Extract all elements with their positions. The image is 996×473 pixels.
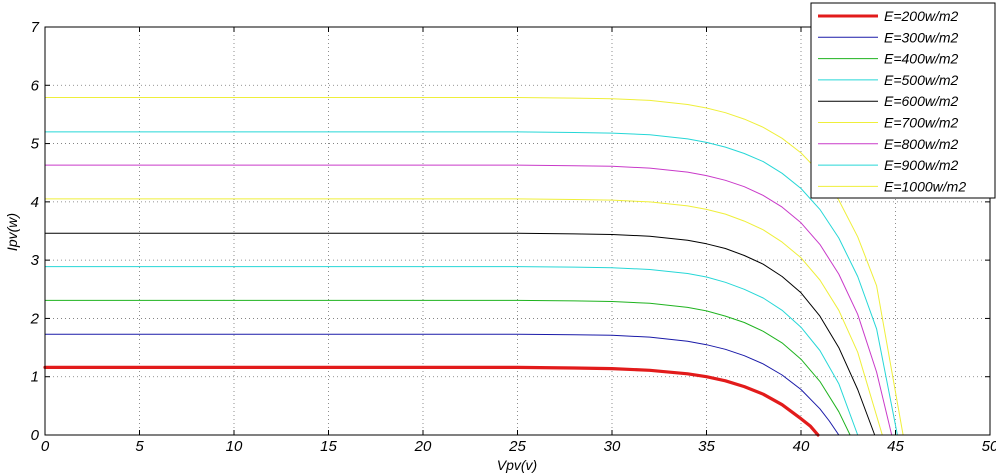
series-line-7 bbox=[44, 164, 893, 436]
series-line-2 bbox=[44, 333, 840, 436]
series-line-6 bbox=[44, 198, 883, 436]
y-tick-label: 5 bbox=[31, 136, 40, 153]
y-tick-label: 2 bbox=[30, 310, 40, 327]
series-line-4 bbox=[44, 266, 859, 436]
legend-label: E=300w/m2 bbox=[884, 29, 959, 45]
series-line-8 bbox=[44, 131, 898, 436]
y-tick-label: 1 bbox=[31, 369, 39, 386]
x-tick-label: 30 bbox=[604, 438, 621, 455]
legend-label: E=800w/m2 bbox=[884, 136, 959, 152]
y-tick-label: 6 bbox=[31, 77, 40, 94]
y-tick-label: 3 bbox=[31, 252, 40, 269]
x-tick-label: 0 bbox=[41, 438, 50, 455]
x-tick-label: 35 bbox=[698, 438, 715, 455]
x-tick-label: 40 bbox=[793, 438, 810, 455]
series-line-3 bbox=[44, 299, 851, 436]
grid bbox=[45, 27, 990, 435]
series-lines bbox=[43, 97, 904, 437]
x-tick-label: 50 bbox=[982, 438, 996, 455]
x-tick-label: 45 bbox=[887, 438, 904, 455]
legend-label: E=200w/m2 bbox=[884, 8, 959, 24]
series-line-5 bbox=[44, 232, 876, 436]
x-tick-label: 20 bbox=[414, 438, 432, 455]
legend-label: E=900w/m2 bbox=[884, 157, 959, 173]
legend-label: E=400w/m2 bbox=[884, 51, 959, 67]
series-line-1 bbox=[43, 365, 820, 437]
y-axis-label: Ipv(w) bbox=[4, 213, 20, 251]
x-tick-label: 15 bbox=[320, 438, 337, 455]
legend-label: E=700w/m2 bbox=[884, 115, 959, 131]
y-tick-label: 0 bbox=[31, 427, 40, 444]
x-axis-label: Vpv(v) bbox=[497, 457, 537, 473]
legend-label: E=500w/m2 bbox=[884, 72, 959, 88]
legend-label: E=1000w/m2 bbox=[884, 178, 966, 194]
x-tick-label: 10 bbox=[226, 438, 243, 455]
x-tick-label: 5 bbox=[135, 438, 144, 455]
y-tick-label: 7 bbox=[31, 19, 40, 36]
x-tick-labels: 0 5 10 15 20 25 30 35 40 45 50 bbox=[41, 27, 996, 455]
legend-label: E=600w/m2 bbox=[884, 93, 959, 109]
y-tick-label: 4 bbox=[31, 194, 39, 211]
y-tick-labels: 0 1 2 3 4 5 6 7 bbox=[30, 19, 990, 444]
legend-items: E=200w/m2 E=300w/m2 E=400w/m2 E=500w/m2 E=60… bbox=[818, 8, 966, 194]
legend: E=200w/m2 E=300w/m2 E=400w/m2 E=500w/m2 E=60… bbox=[810, 2, 996, 199]
x-tick-label: 25 bbox=[508, 438, 526, 455]
